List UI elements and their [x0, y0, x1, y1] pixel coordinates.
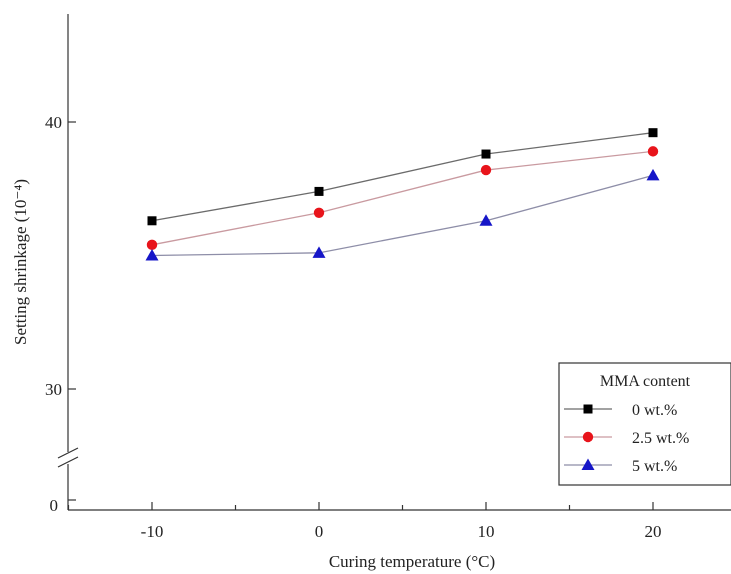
legend-title: MMA content — [600, 373, 691, 390]
series-line — [151, 150, 654, 246]
break-slash-upper — [57, 447, 79, 459]
break-slash-lower — [57, 456, 79, 468]
data-point — [646, 168, 660, 181]
legend-marker — [583, 404, 593, 414]
data-point — [146, 239, 158, 251]
series-layer — [145, 128, 660, 261]
legend-marker — [582, 431, 594, 443]
series-line — [151, 174, 654, 257]
plot-frame — [67, 14, 731, 511]
data-point — [145, 249, 159, 261]
series-0 — [147, 128, 658, 226]
data-point — [647, 146, 659, 157]
legend-items: 0 wt.% 2.5 wt.% 5 wt.% — [564, 402, 689, 475]
data-point — [479, 214, 493, 226]
x-axis-ticks: -10 0 10 20 — [67, 502, 662, 541]
x-tick-label: 20 — [645, 522, 662, 541]
series-line — [151, 132, 654, 222]
y-axis-ticks: 40 30 0 — [45, 113, 76, 515]
legend-marker — [581, 458, 595, 470]
legend-item: 2.5 wt.% — [564, 430, 689, 447]
series-2 — [145, 168, 660, 261]
series-1 — [146, 146, 659, 251]
legend-label: 2.5 wt.% — [632, 430, 689, 447]
x-tick-label: -10 — [141, 522, 164, 541]
y-tick-label-40: 40 — [45, 113, 62, 132]
data-point — [648, 128, 658, 138]
data-point — [147, 216, 157, 226]
x-axis-title: Curing temperature (°C) — [329, 552, 495, 571]
legend-item: 0 wt.% — [564, 402, 677, 419]
legend-label: 0 wt.% — [632, 402, 677, 419]
data-point — [314, 186, 324, 196]
legend-label: 5 wt.% — [632, 458, 677, 475]
data-point — [312, 246, 326, 258]
y-tick-label-0: 0 — [50, 496, 59, 515]
data-point — [313, 207, 325, 218]
y-tick-label-30: 30 — [45, 380, 62, 399]
legend-item: 5 wt.% — [564, 458, 677, 475]
x-tick-label: 10 — [478, 522, 495, 541]
x-tick-label: 0 — [315, 522, 324, 541]
data-point — [480, 164, 492, 176]
y-axis-title: Setting shrinkage (10⁻⁴) — [11, 179, 30, 345]
data-point — [481, 149, 491, 159]
legend: MMA content 0 wt.% 2.5 wt.% 5 wt.% — [558, 362, 731, 486]
